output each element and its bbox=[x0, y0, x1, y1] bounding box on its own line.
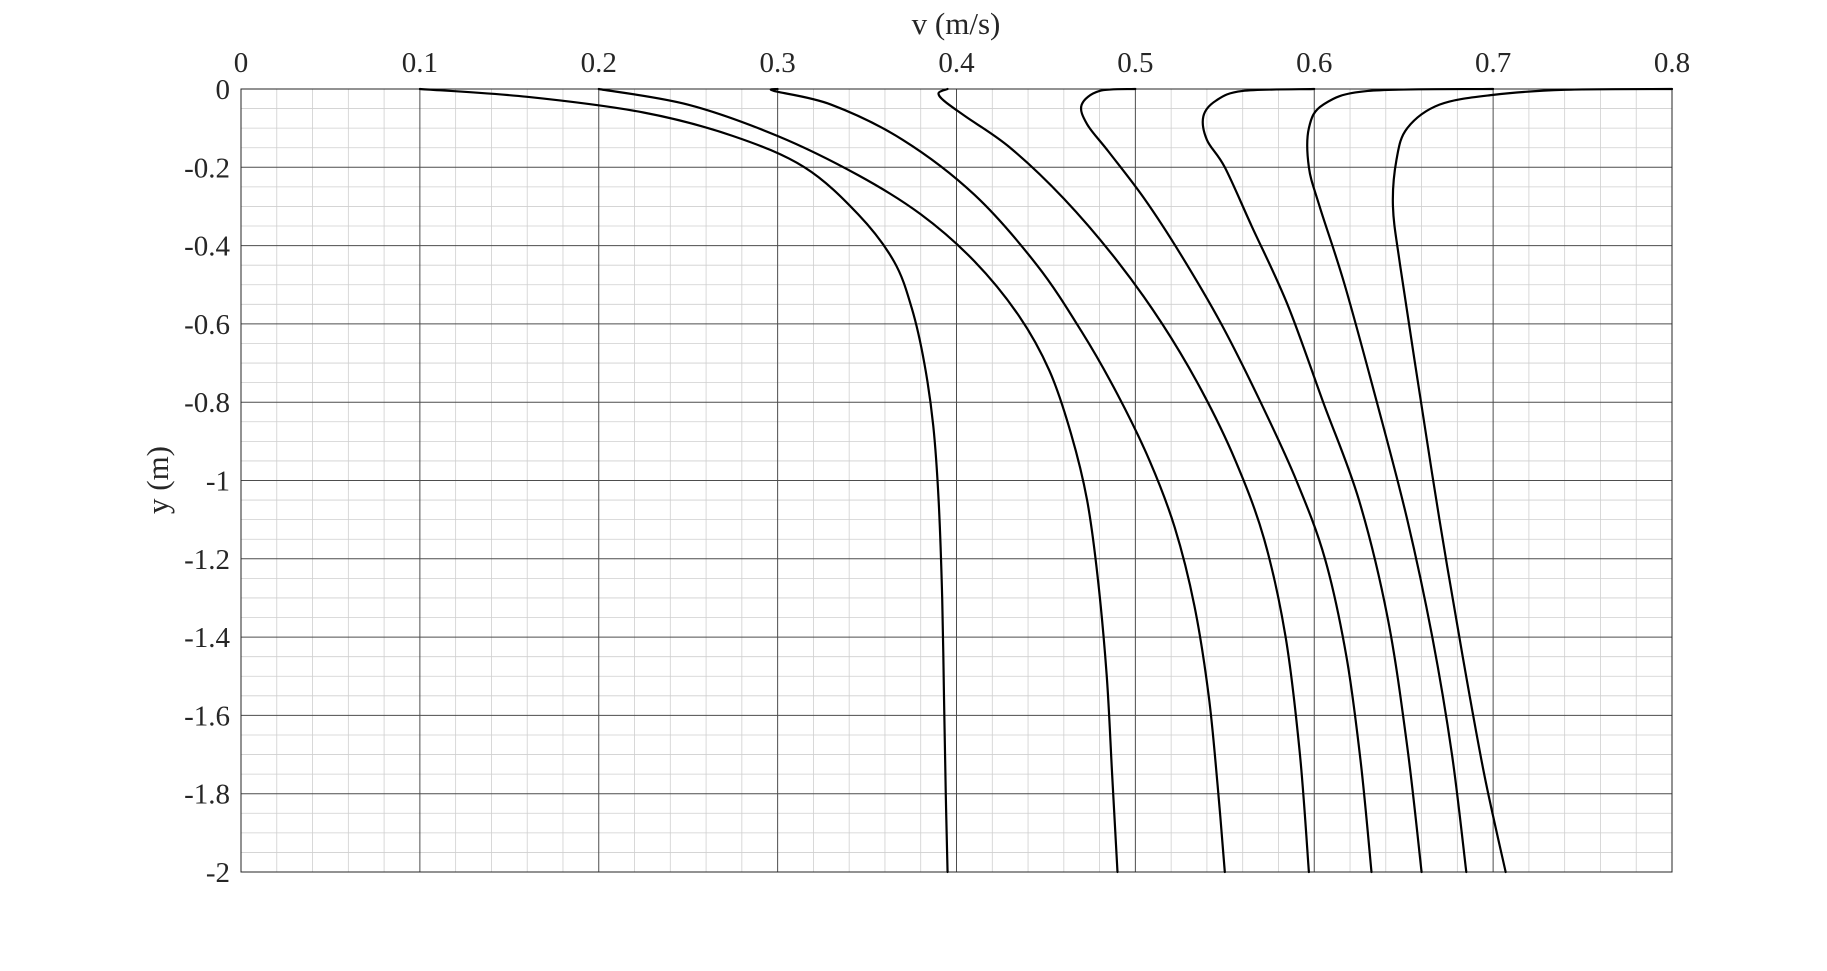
x-tick-label: 0 bbox=[234, 47, 249, 79]
plot-frame bbox=[240, 88, 1673, 873]
y-tick-label: -0.4 bbox=[184, 231, 230, 263]
x-tick-labels: 0 0.1 0.2 0.3 0.4 0.5 0.6 0.7 0.8 bbox=[234, 47, 1690, 79]
y-tick-label: -2 bbox=[206, 857, 230, 889]
series-line-4 bbox=[937, 87, 1310, 874]
y-tick-label: -1.2 bbox=[184, 544, 230, 576]
x-tick-label: 0.1 bbox=[402, 47, 438, 79]
series-line-8 bbox=[1391, 87, 1674, 874]
y-axis-label: y (m) bbox=[140, 446, 175, 514]
series-line-5 bbox=[1079, 87, 1373, 874]
y-tick-labels: 0 -0.2 -0.4 -0.6 -0.8 -1 -1.2 -1.4 -1.6 -1.8 -2 bbox=[184, 74, 230, 889]
y-tick-label: -0.6 bbox=[184, 309, 230, 341]
y-tick-label: -0.8 bbox=[184, 387, 230, 419]
y-tick-label: -1.4 bbox=[184, 622, 230, 654]
x-tick-label: 0.2 bbox=[581, 47, 617, 79]
x-tick-label: 0.8 bbox=[1654, 47, 1690, 79]
y-tick-label: -1.6 bbox=[184, 700, 230, 732]
y-tick-label: -0.2 bbox=[184, 152, 230, 184]
series-lines bbox=[418, 87, 1674, 874]
x-tick-label: 0.7 bbox=[1475, 47, 1511, 79]
series-line-6 bbox=[1201, 87, 1423, 874]
y-tick-label: 0 bbox=[216, 74, 231, 106]
series-line-2 bbox=[597, 87, 1119, 874]
series-line-7 bbox=[1306, 87, 1495, 874]
x-tick-label: 0.5 bbox=[1117, 47, 1153, 79]
x-tick-label: 0.6 bbox=[1296, 47, 1332, 79]
series-line-3 bbox=[769, 87, 1226, 874]
series-line-1 bbox=[418, 87, 949, 874]
x-tick-label: 0.4 bbox=[938, 47, 975, 79]
x-tick-label: 0.3 bbox=[760, 47, 796, 79]
x-axis-label: v (m/s) bbox=[912, 6, 1001, 41]
y-tick-label: -1.8 bbox=[184, 779, 230, 811]
y-tick-label: -1 bbox=[206, 466, 230, 498]
